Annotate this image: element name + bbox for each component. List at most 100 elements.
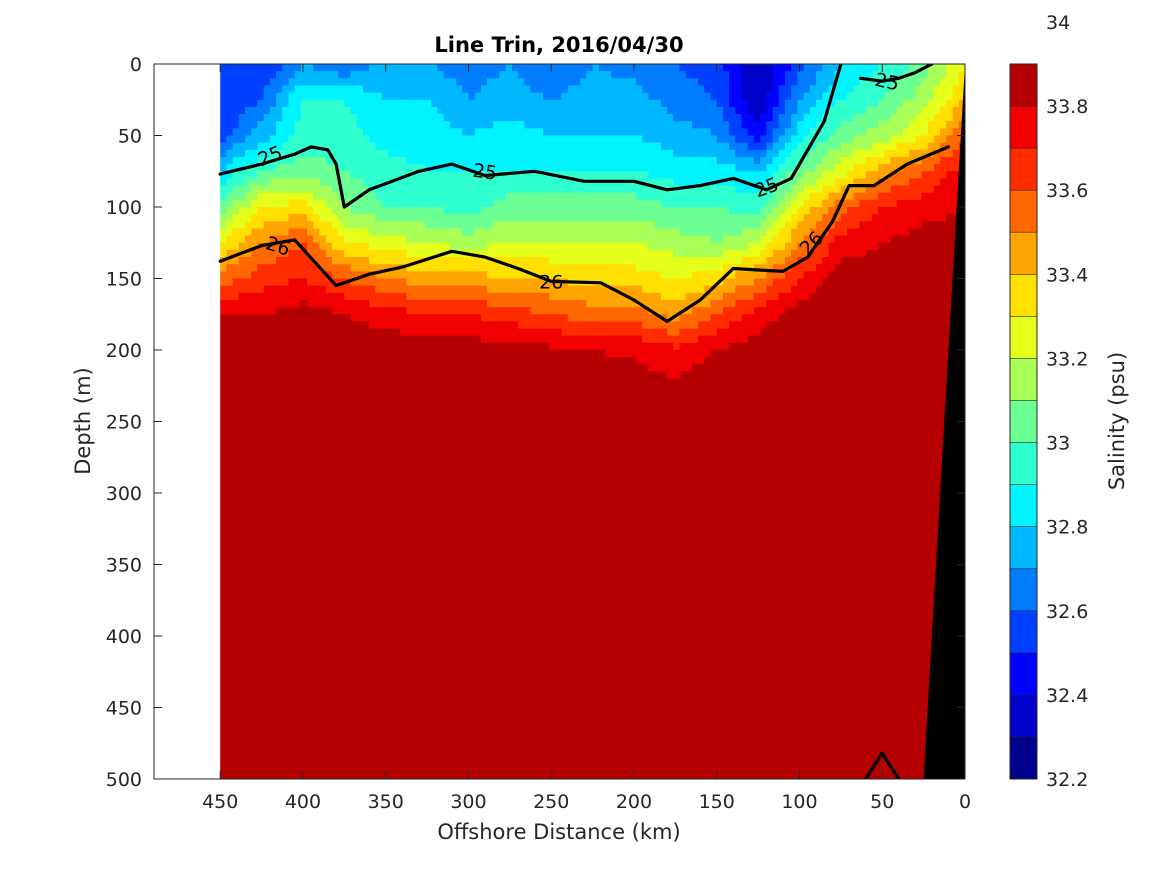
salinity-cell (425, 171, 432, 179)
salinity-cell (456, 214, 463, 222)
salinity-cell (487, 92, 494, 101)
salinity-cell (586, 342, 594, 351)
salinity-cell (890, 199, 898, 208)
salinity-cell (505, 92, 513, 101)
salinity-cell (251, 78, 259, 87)
salinity-cell (251, 192, 259, 201)
salinity-cell (729, 121, 736, 129)
salinity-cell (586, 299, 594, 308)
salinity-cell (437, 156, 445, 165)
salinity-cell (847, 342, 854, 351)
salinity-cell (338, 271, 345, 280)
salinity-cell (400, 142, 408, 151)
salinity-cell (629, 128, 637, 137)
salinity-cell (331, 350, 339, 358)
salinity-cell (456, 271, 463, 280)
salinity-cell (443, 185, 451, 194)
salinity-cell (319, 342, 327, 351)
salinity-cell (921, 278, 929, 287)
salinity-cell (573, 257, 581, 265)
salinity-cell (325, 78, 333, 87)
salinity-cell (840, 142, 848, 151)
salinity-cell (797, 299, 805, 308)
salinity-cell (722, 264, 730, 272)
salinity-cell (530, 214, 538, 222)
salinity-cell (573, 285, 581, 294)
salinity-cell (586, 235, 594, 244)
salinity-cell (660, 278, 668, 287)
salinity-cell (933, 299, 941, 308)
salinity-cell (530, 64, 538, 72)
salinity-cell (338, 285, 345, 294)
salinity-cell (722, 192, 730, 201)
salinity-cell (406, 257, 414, 265)
salinity-cell (772, 257, 780, 265)
salinity-cell (735, 142, 743, 151)
salinity-cell (809, 85, 817, 94)
salinity-cell (220, 350, 228, 358)
salinity-cell (567, 85, 575, 94)
salinity-cell (536, 71, 544, 79)
salinity-cell (462, 242, 470, 251)
salinity-cell (443, 292, 451, 301)
salinity-cell (716, 207, 724, 215)
salinity-cell (319, 192, 327, 201)
salinity-cell (406, 106, 414, 115)
salinity-cell (331, 299, 339, 308)
salinity-cell (716, 321, 724, 330)
salinity-cell (573, 164, 581, 172)
salinity-cell (605, 185, 612, 194)
salinity-cell (331, 321, 339, 330)
salinity-cell (344, 164, 352, 172)
salinity-cell (611, 106, 619, 115)
salinity-cell (809, 149, 817, 158)
salinity-cell (288, 85, 296, 94)
salinity-cell (400, 292, 408, 301)
salinity-cell (257, 264, 265, 272)
salinity-cell (567, 78, 575, 87)
salinity-cell (493, 149, 501, 158)
salinity-cell (431, 271, 439, 280)
salinity-cell (822, 242, 830, 251)
salinity-cell (636, 106, 643, 115)
salinity-cell (834, 171, 842, 179)
salinity-cell (760, 149, 767, 158)
salinity-cell (387, 64, 395, 72)
salinity-cell (847, 164, 854, 172)
salinity-cell (524, 278, 532, 287)
salinity-cell (605, 350, 612, 358)
salinity-cell (915, 106, 923, 115)
salinity-cell (580, 221, 587, 230)
salinity-cell (667, 228, 674, 237)
salinity-cell (226, 321, 234, 330)
salinity-cell (797, 328, 805, 337)
salinity-cell (412, 271, 420, 280)
salinity-cell (226, 106, 234, 115)
salinity-cell (946, 121, 954, 129)
salinity-cell (642, 342, 650, 351)
salinity-cell (456, 128, 463, 137)
salinity-cell (592, 285, 600, 294)
salinity-cell (505, 307, 513, 315)
salinity-cell (511, 257, 519, 265)
salinity-cell (698, 156, 705, 165)
salinity-cell (722, 249, 730, 258)
salinity-cell (418, 121, 426, 129)
salinity-cell (760, 321, 767, 330)
salinity-cell (915, 142, 923, 151)
salinity-cell (940, 350, 947, 358)
salinity-cell (902, 78, 910, 87)
salinity-cell (741, 71, 749, 79)
salinity-cell (245, 285, 252, 294)
salinity-cell (685, 221, 693, 230)
salinity-cell (412, 128, 420, 137)
salinity-cell (269, 106, 277, 115)
salinity-cell (245, 92, 252, 101)
salinity-cell (251, 214, 259, 222)
salinity-cell (940, 299, 947, 308)
salinity-cell (691, 214, 699, 222)
salinity-cell (362, 64, 370, 72)
salinity-cell (865, 171, 873, 179)
salinity-cell (350, 106, 358, 115)
salinity-cell (232, 64, 240, 72)
